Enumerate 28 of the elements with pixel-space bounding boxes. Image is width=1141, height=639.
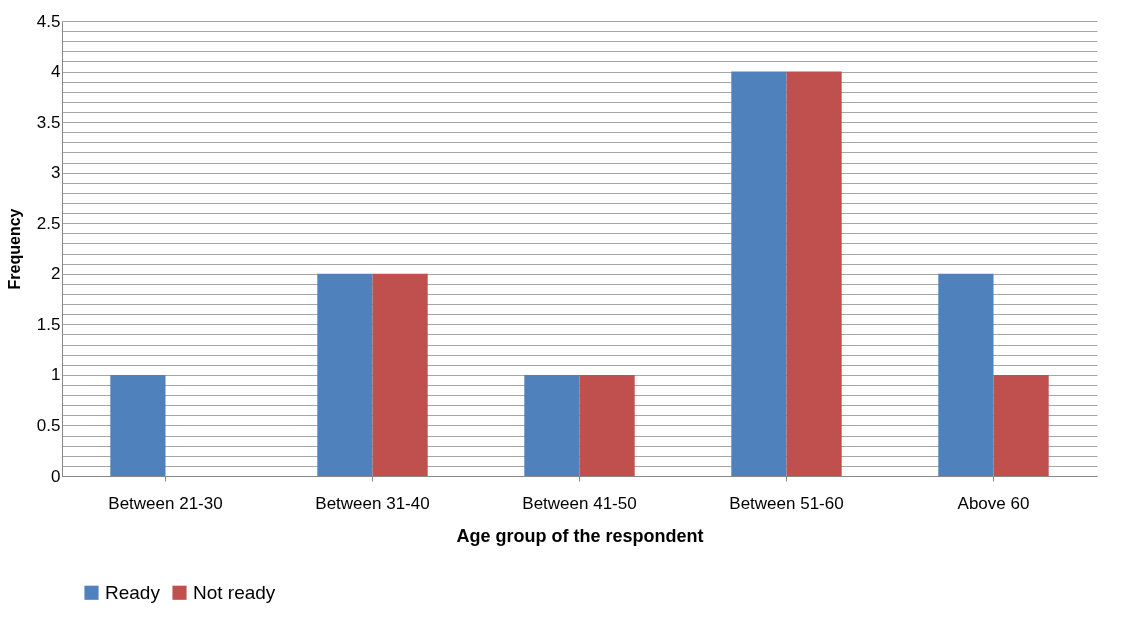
x-tick-label: Between 21-30 (108, 493, 223, 513)
bar (372, 273, 428, 476)
bar (524, 374, 580, 476)
y-tick-label: 2.5 (36, 213, 61, 233)
x-tick-label: Between 51-60 (729, 493, 844, 513)
y-tick-label: 0.5 (36, 415, 61, 435)
legend-label: Ready (105, 581, 161, 603)
bar (938, 273, 994, 476)
legend-label: Not ready (193, 581, 276, 603)
x-tick-label: Between 41-50 (522, 493, 637, 513)
x-axis-title: Age group of the respondent (456, 525, 704, 546)
y-tick-label: 2 (51, 264, 61, 284)
y-tick-label: 0 (51, 466, 61, 486)
y-axis-title: Frequency (5, 208, 23, 290)
y-tick-label: 4 (51, 62, 61, 82)
y-tick-label: 1.5 (36, 314, 61, 334)
bar (317, 273, 373, 476)
y-tick-label: 1 (51, 365, 61, 385)
bar (579, 374, 635, 476)
bar (993, 374, 1049, 476)
x-tick-label: Between 31-40 (315, 493, 430, 513)
x-tick-label: Above 60 (957, 493, 1030, 513)
y-tick-label: 3.5 (36, 112, 61, 132)
bar (731, 71, 787, 476)
bar (110, 374, 166, 476)
y-tick-label: 3 (51, 163, 61, 183)
bar (786, 71, 842, 476)
y-tick-label: 4.5 (36, 11, 61, 31)
